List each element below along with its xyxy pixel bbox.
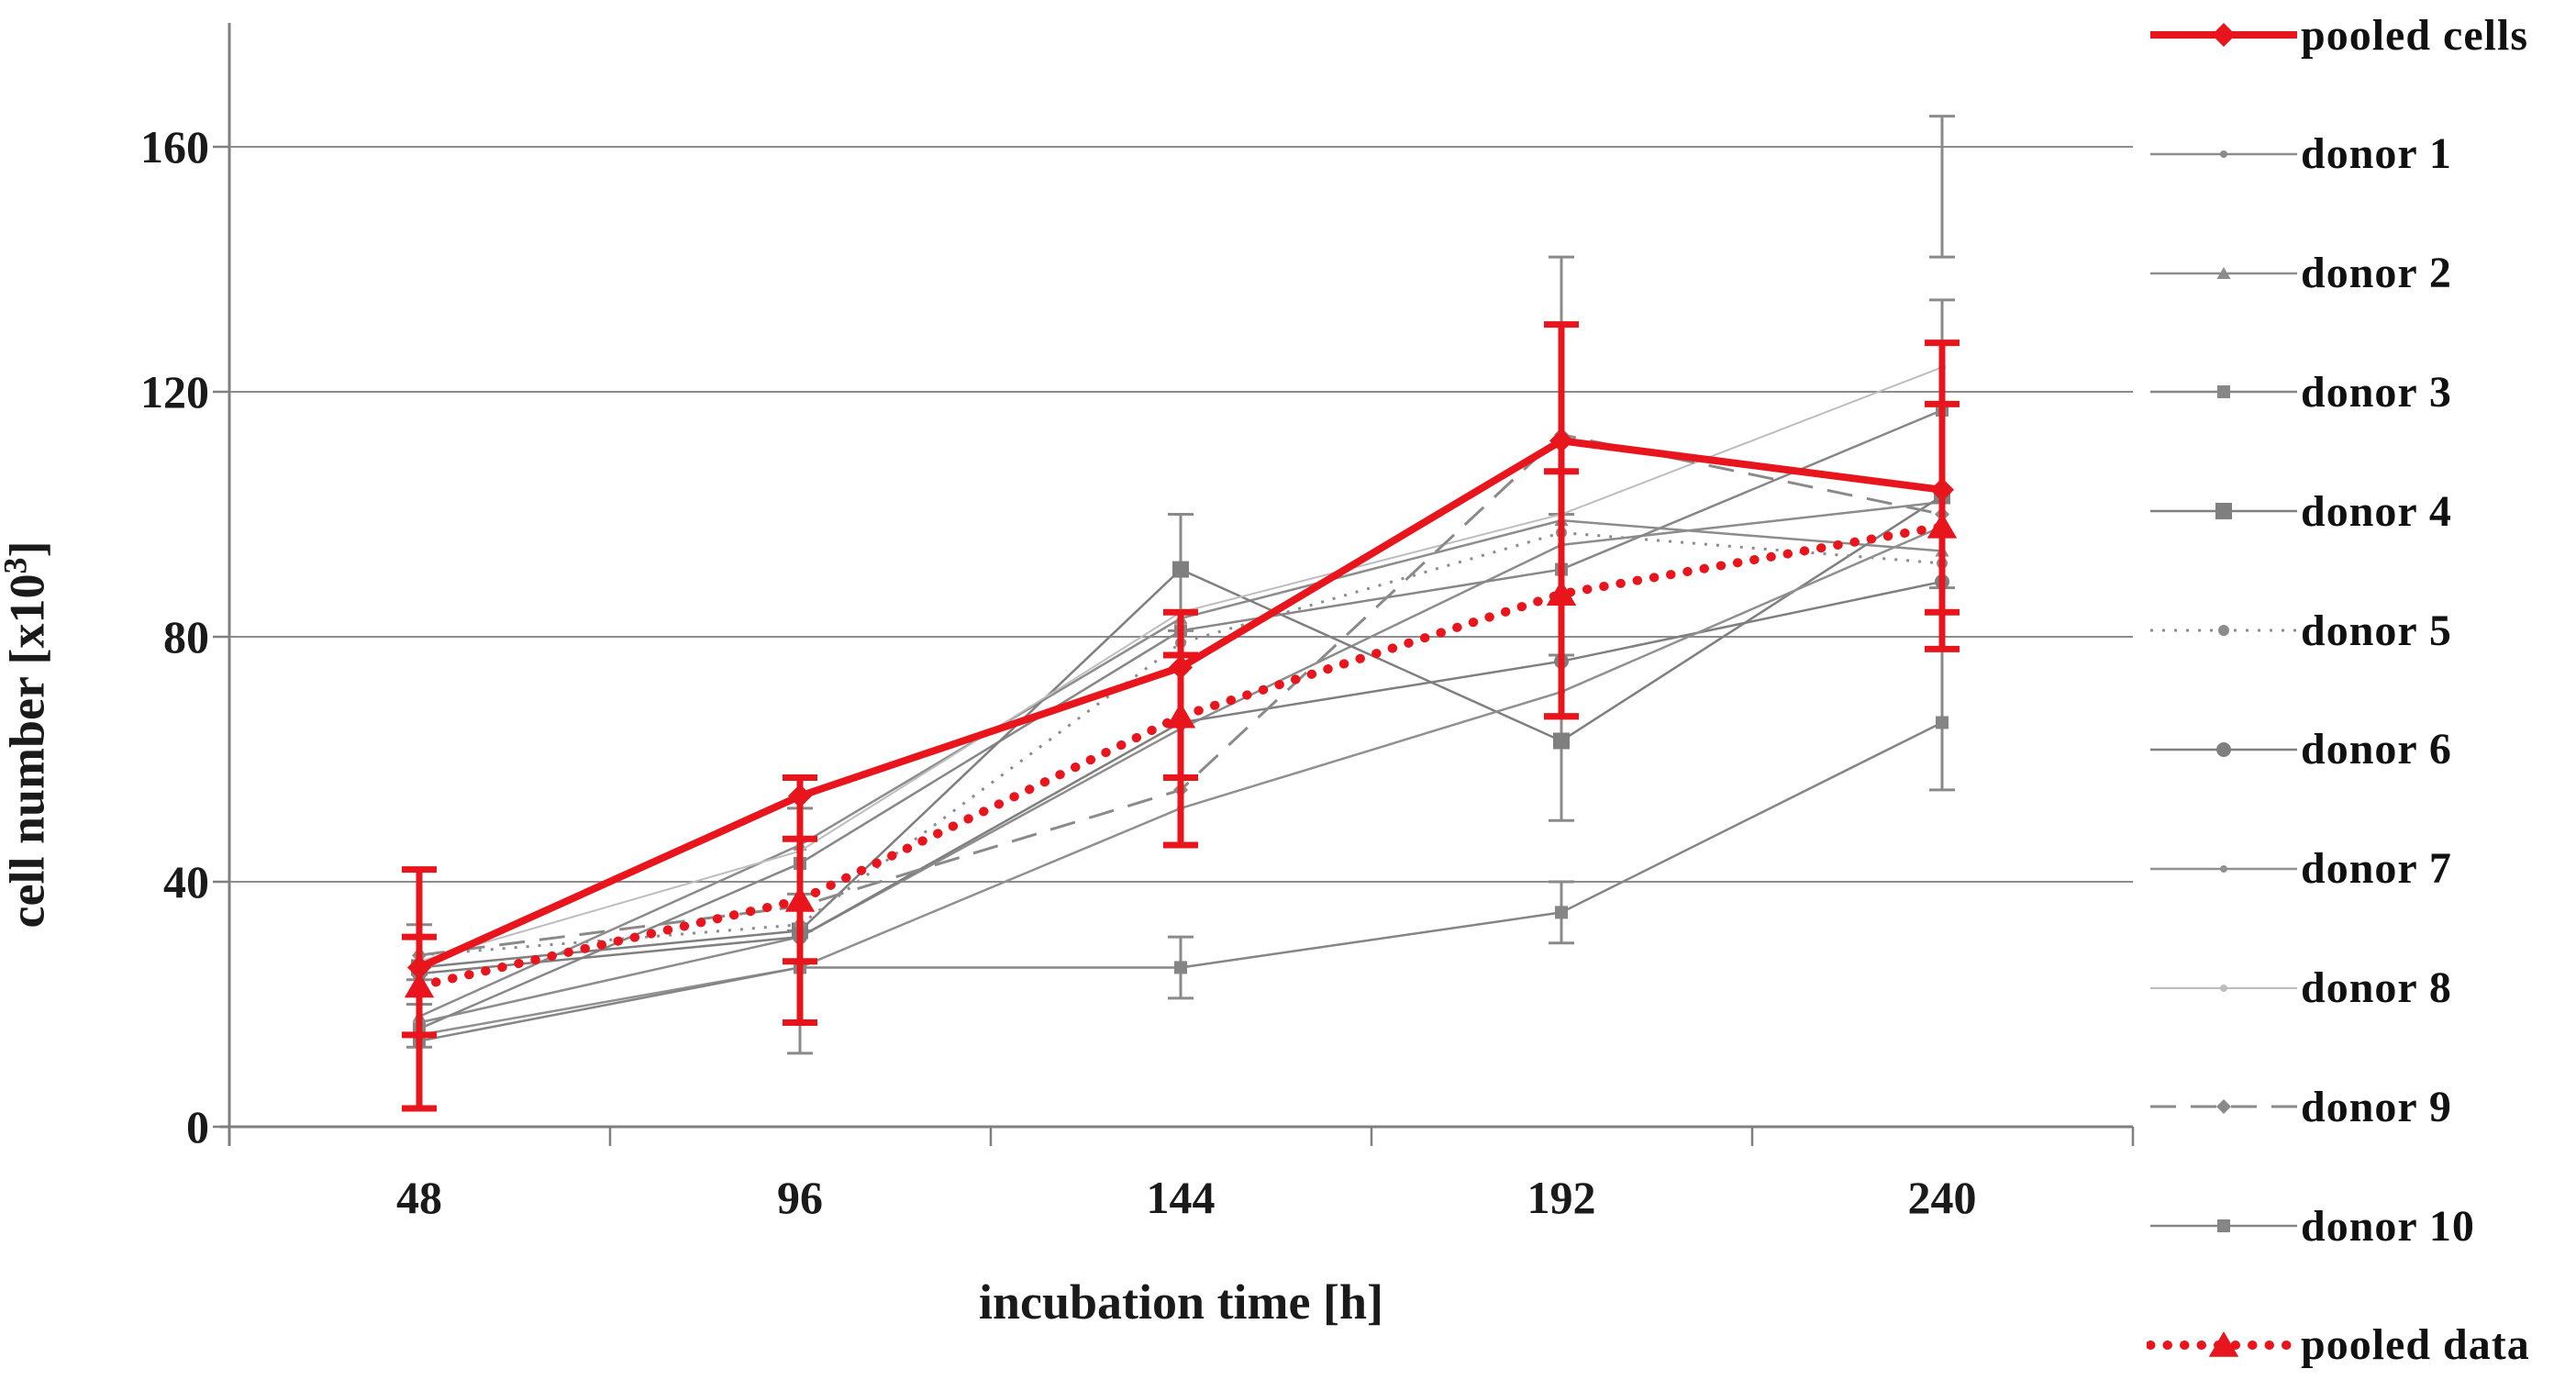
y-axis-title-base: cell number [x10 <box>0 573 55 929</box>
legend-item-donor-9: donor 9 <box>2147 1079 2570 1134</box>
y-tick-label-120: 120 <box>140 366 209 417</box>
legend-sample-line <box>2150 1099 2297 1115</box>
legend-item-donor-7: donor 7 <box>2147 841 2570 896</box>
marker-pooled-data-48 <box>404 972 435 998</box>
legend-item-donor-10: donor 10 <box>2147 1198 2570 1253</box>
x-tick-label-240: 240 <box>1908 1172 1977 1223</box>
legend-marker-dot-icon <box>2220 864 2227 873</box>
legend-label: donor 3 <box>2301 367 2452 417</box>
legend-sample-line <box>2147 1330 2301 1357</box>
legend-marker-square-icon <box>2215 503 2232 520</box>
marker-pooled-cells-192 <box>1549 428 1573 453</box>
x-tick-label-192: 192 <box>1527 1172 1596 1223</box>
legend-label: pooled cells <box>2301 10 2528 60</box>
y-axis-title-superscript: 3 <box>0 557 34 574</box>
legend-marker-triangle-icon <box>2216 266 2231 279</box>
marker-donor-4-144 <box>1172 561 1189 578</box>
marker-donor-10-192 <box>1555 906 1568 919</box>
legend-sample-line <box>2150 150 2297 158</box>
legend-item-donor-6: donor 6 <box>2147 722 2570 777</box>
legend-sample-line <box>2150 385 2297 399</box>
legend-label: donor 6 <box>2301 725 2452 774</box>
legend-sample-line <box>2150 741 2297 757</box>
legend-marker-square-icon <box>2217 1219 2230 1233</box>
legend-marker-circle-icon <box>2218 625 2229 637</box>
legend-label: pooled data <box>2301 1320 2530 1370</box>
x-axis-title: incubation time [h] <box>978 1274 1384 1330</box>
legend-sample-line <box>2150 1219 2297 1233</box>
legend-sample-line <box>2150 625 2297 637</box>
marker-pooled-cells-96 <box>788 784 812 808</box>
legend-sample-line <box>2150 266 2297 279</box>
legend: pooled cells donor 1 donor 2 donor 3 donor 4… <box>2147 7 2570 1373</box>
x-tick-label-48: 48 <box>396 1172 442 1223</box>
y-tick-label-0: 0 <box>186 1101 209 1152</box>
legend-item-donor-3: donor 3 <box>2147 364 2570 419</box>
legend-item-donor-1: donor 1 <box>2147 127 2570 182</box>
legend-marker-circle-icon <box>2216 741 2231 757</box>
legend-label: donor 9 <box>2301 1082 2452 1131</box>
legend-label: donor 7 <box>2301 844 2452 894</box>
y-tick-label-160: 160 <box>140 121 209 172</box>
legend-label: donor 8 <box>2301 963 2452 1012</box>
legend-item-pooled-data: pooled data <box>2147 1318 2570 1373</box>
marker-donor-4-192 <box>1553 732 1570 750</box>
marker-pooled-data-240 <box>1926 512 1958 539</box>
legend-item-donor-2: donor 2 <box>2147 246 2570 301</box>
x-tick-label-96: 96 <box>777 1172 823 1223</box>
legend-sample-line <box>2150 503 2297 520</box>
legend-label: donor 10 <box>2301 1201 2475 1251</box>
y-axis-title: cell number [x103] <box>0 478 56 992</box>
marker-pooled-data-144 <box>1165 702 1196 729</box>
legend-marker-triangle-icon <box>2208 1330 2239 1357</box>
legend-label: donor 5 <box>2301 606 2452 655</box>
marker-donor-10-240 <box>1936 716 1949 729</box>
legend-item-pooled-cells: pooled cells <box>2147 7 2570 62</box>
legend-marker-diamond-icon <box>2216 1099 2231 1115</box>
legend-marker-square-icon <box>2217 385 2230 399</box>
legend-item-donor-8: donor 8 <box>2147 961 2570 1016</box>
legend-sample-line <box>2150 23 2297 47</box>
legend-item-donor-4: donor 4 <box>2147 484 2570 539</box>
legend-label: donor 1 <box>2301 129 2452 179</box>
x-tick-label-144: 144 <box>1147 1172 1216 1223</box>
legend-marker-dot-icon <box>2220 984 2227 992</box>
legend-label: donor 4 <box>2301 486 2452 536</box>
legend-marker-dot-icon <box>2220 150 2227 158</box>
y-axis-title-end: ] <box>0 540 55 558</box>
marker-pooled-cells-48 <box>407 955 431 980</box>
marker-pooled-cells-144 <box>1169 655 1193 680</box>
marker-donor-10-144 <box>1174 961 1187 974</box>
legend-sample-line <box>2150 864 2297 873</box>
y-tick-label-80: 80 <box>163 611 209 662</box>
legend-marker-diamond-icon <box>2212 23 2236 47</box>
marker-pooled-cells-240 <box>1930 477 1954 502</box>
legend-sample-line <box>2150 984 2297 992</box>
marker-pooled-data-192 <box>1546 580 1577 607</box>
y-tick-label-40: 40 <box>163 856 209 907</box>
legend-label: donor 2 <box>2301 249 2452 298</box>
legend-item-donor-5: donor 5 <box>2147 603 2570 658</box>
marker-pooled-data-96 <box>784 886 816 912</box>
